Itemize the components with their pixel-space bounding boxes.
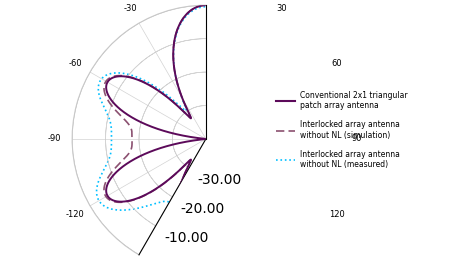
Legend: Conventional 2x1 triangular
patch array antenna, Interlocked array antenna
witho: Conventional 2x1 triangular patch array … bbox=[274, 89, 410, 171]
